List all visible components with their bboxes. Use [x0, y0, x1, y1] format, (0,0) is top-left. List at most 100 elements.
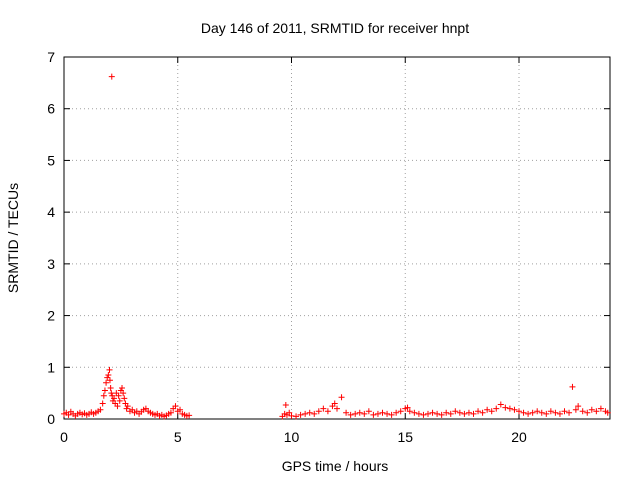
data-point	[297, 411, 304, 418]
data-point	[406, 408, 413, 415]
data-point	[484, 406, 491, 413]
data-point	[561, 408, 568, 415]
data-point	[379, 409, 386, 416]
data-point	[488, 408, 495, 415]
data-point	[493, 405, 500, 412]
data-point	[347, 411, 354, 418]
data-point	[129, 406, 136, 413]
data-point	[365, 408, 372, 415]
data-point	[374, 410, 381, 417]
data-point	[552, 409, 559, 416]
data-point	[100, 392, 107, 399]
data-point	[352, 410, 359, 417]
data-point	[106, 366, 113, 373]
data-point	[370, 411, 377, 418]
data-point	[411, 409, 418, 416]
data-point	[120, 390, 127, 397]
data-point	[556, 410, 563, 417]
data-point	[572, 406, 579, 413]
data-point	[108, 390, 115, 397]
chart-title: Day 146 of 2011, SRMTID for receiver hnp…	[201, 20, 469, 36]
data-point	[575, 403, 582, 410]
data-point	[99, 400, 106, 407]
data-point	[320, 405, 327, 412]
data-point	[306, 409, 313, 416]
data-point	[579, 408, 586, 415]
data-point	[584, 409, 591, 416]
data-point	[547, 408, 554, 415]
data-point	[361, 410, 368, 417]
data-point	[443, 409, 450, 416]
data-point	[302, 410, 309, 417]
data-point	[520, 409, 527, 416]
data-point	[65, 411, 72, 418]
data-point	[324, 408, 331, 415]
data-point	[103, 379, 110, 386]
data-point	[475, 408, 482, 415]
data-point	[497, 401, 504, 408]
data-point	[338, 394, 345, 401]
data-point	[123, 405, 130, 412]
data-point	[516, 408, 522, 415]
x-axis-label: GPS time / hours	[282, 458, 389, 474]
data-point	[101, 387, 108, 394]
y-tick-label: 4	[47, 204, 55, 220]
data-point	[167, 409, 174, 416]
data-point	[288, 412, 295, 419]
data-point	[311, 410, 318, 417]
data-point	[566, 409, 573, 416]
data-point	[434, 410, 441, 417]
data-point	[534, 408, 541, 415]
data-point	[116, 397, 123, 404]
data-point	[105, 372, 112, 379]
data-point	[438, 411, 445, 418]
y-tick-label: 6	[47, 101, 55, 117]
data-point	[108, 73, 115, 80]
data-point	[315, 408, 322, 415]
data-point	[111, 395, 118, 402]
data-point	[452, 408, 459, 415]
x-tick-label: 20	[511, 429, 527, 445]
data-point	[543, 410, 550, 417]
data-point	[343, 409, 350, 416]
data-points	[61, 73, 611, 420]
x-tick-label: 10	[284, 429, 300, 445]
data-point	[538, 409, 545, 416]
data-point	[293, 413, 300, 420]
data-point	[529, 409, 536, 416]
data-point	[172, 403, 179, 410]
y-tick-label: 5	[47, 152, 55, 168]
data-point	[186, 412, 193, 419]
data-point	[511, 406, 518, 413]
data-point	[569, 383, 576, 390]
data-point	[121, 395, 128, 402]
x-tick-label: 0	[60, 429, 68, 445]
data-point	[397, 408, 404, 415]
y-axis-label: SRMTID / TECUs	[5, 183, 21, 293]
data-point	[456, 409, 463, 416]
data-point	[597, 405, 604, 412]
data-point	[502, 404, 509, 411]
data-point	[465, 409, 472, 416]
data-point	[119, 384, 126, 391]
data-point	[604, 409, 611, 416]
y-tick-label: 2	[47, 308, 55, 324]
data-point	[470, 410, 477, 417]
data-point	[425, 410, 431, 417]
data-point	[177, 406, 184, 413]
plot-frame	[63, 56, 611, 420]
data-point	[334, 405, 340, 412]
y-tick-label: 1	[47, 359, 55, 375]
x-tick-label: 15	[397, 429, 413, 445]
data-point	[97, 406, 104, 413]
data-point	[384, 410, 391, 417]
data-point	[593, 408, 600, 415]
data-point	[447, 410, 454, 417]
data-point	[588, 406, 595, 413]
data-point	[106, 377, 113, 384]
data-point	[415, 410, 422, 417]
data-point	[104, 374, 111, 381]
data-point	[388, 411, 395, 418]
y-tick-label: 0	[47, 411, 55, 427]
